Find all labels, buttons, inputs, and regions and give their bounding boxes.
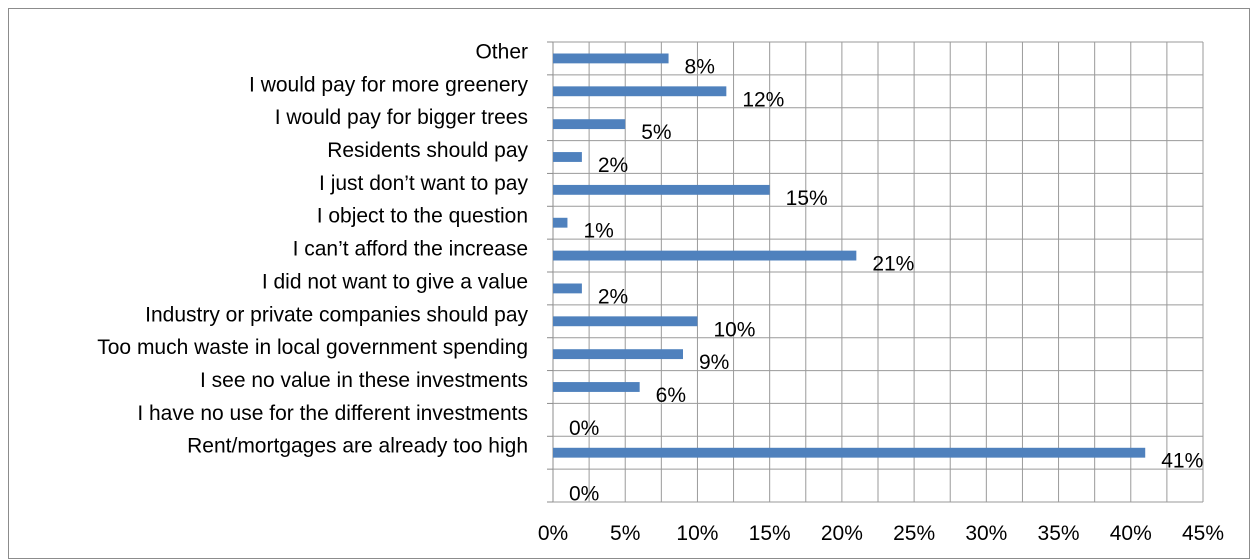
- category-label: Industry or private companies should pay: [145, 303, 528, 326]
- bar: [553, 217, 568, 228]
- category-label: I would pay for bigger trees: [275, 106, 528, 129]
- bar: [553, 152, 582, 162]
- category-label: I have no use for the different investme…: [137, 402, 528, 425]
- category-labels: 8% Other 12% I would pay for more greenery 5…: [97, 40, 1203, 505]
- category-label: I did not want to give a value: [262, 270, 528, 293]
- bar: [553, 119, 626, 130]
- bars: [553, 53, 1146, 458]
- data-label: 15%: [786, 187, 828, 210]
- category-label: Too much waste in local government spend…: [97, 336, 528, 359]
- bar: [553, 283, 582, 294]
- x-tick-label: 30%: [965, 522, 1007, 545]
- bar: [553, 250, 857, 261]
- category-label: I can’t afford the increase: [293, 238, 528, 261]
- x-tick-label: 15%: [749, 522, 791, 545]
- data-label: 9%: [699, 351, 729, 374]
- category-label: I object to the question: [317, 205, 528, 228]
- x-tick-label: 40%: [1110, 522, 1152, 545]
- data-label: 1%: [583, 220, 613, 243]
- category-label: I would pay for more greenery: [249, 73, 528, 96]
- x-tick-label: 5%: [610, 522, 640, 545]
- chart-frame: [8, 8, 1250, 559]
- x-tick-label: 10%: [676, 522, 718, 545]
- data-label: 8%: [685, 55, 715, 78]
- x-tick-label: 45%: [1182, 522, 1224, 545]
- data-label: 41%: [1161, 450, 1203, 473]
- data-label: 0%: [569, 483, 599, 506]
- category-label: Residents should pay: [327, 139, 528, 162]
- data-label: 12%: [742, 88, 784, 111]
- category-label: Other: [475, 40, 528, 63]
- bar: [553, 316, 698, 327]
- data-label: 2%: [598, 154, 628, 177]
- x-tick-label: 20%: [821, 522, 863, 545]
- data-label: 21%: [872, 253, 914, 276]
- category-label: I see no value in these investments: [200, 369, 528, 392]
- x-tick-label: 0%: [538, 522, 568, 545]
- x-tick-label: 25%: [893, 522, 935, 545]
- data-label: 10%: [713, 318, 755, 341]
- bar: [553, 184, 770, 195]
- bar: [553, 382, 640, 392]
- category-label: Rent/mortgages are already too high: [187, 435, 528, 458]
- x-tick-label: 35%: [1038, 522, 1080, 545]
- bar: [553, 86, 727, 97]
- category-label: I just don’t want to pay: [319, 172, 528, 195]
- data-label: 6%: [656, 384, 686, 407]
- data-label: 5%: [641, 121, 671, 144]
- bar: [553, 53, 669, 64]
- bar: [553, 349, 683, 360]
- x-tick-labels: 0% 5% 10% 15% 20% 25% 30% 35% 40% 45%: [538, 522, 1224, 545]
- data-label: 0%: [569, 417, 599, 440]
- gridlines: [547, 41, 1204, 503]
- bar: [553, 447, 1146, 458]
- data-label: 2%: [598, 285, 628, 308]
